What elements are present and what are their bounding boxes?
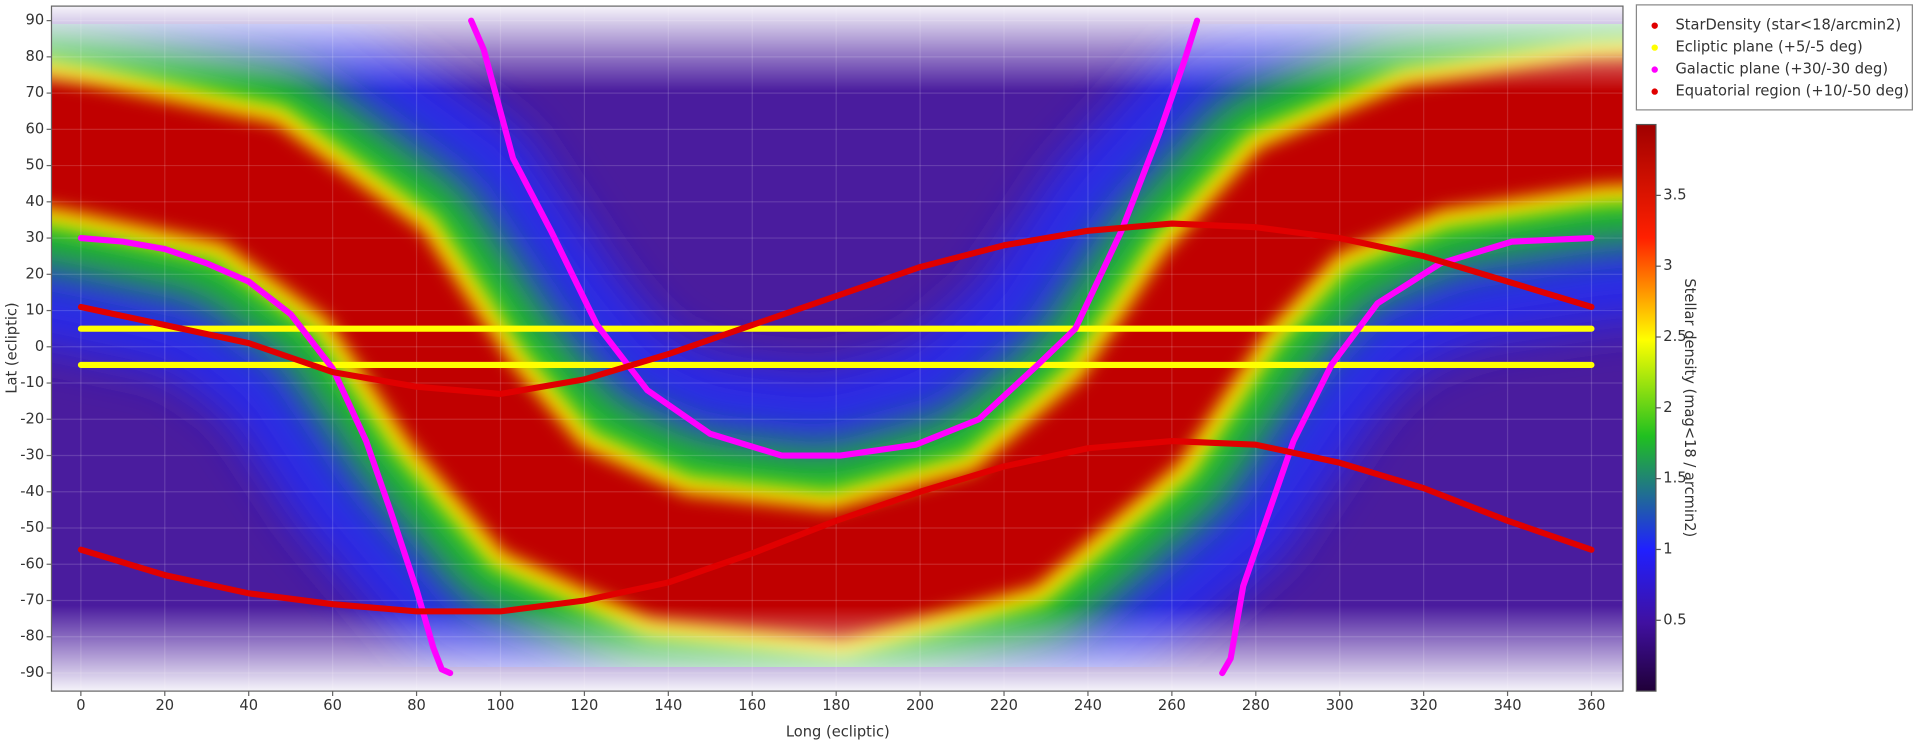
y-tick-label: -60	[20, 555, 44, 572]
legend-label: Ecliptic plane (+5/-5 deg)	[1675, 39, 1862, 56]
legend-marker	[1651, 22, 1658, 29]
x-tick-label: 80	[407, 697, 426, 714]
y-tick-label: 10	[26, 302, 45, 319]
colorbar-tick-label: 1.5	[1663, 470, 1686, 487]
y-tick-label: 90	[26, 12, 45, 29]
y-tick-label: 40	[26, 193, 45, 210]
legend-marker	[1651, 66, 1658, 73]
legend: StarDensity (star<18/arcmin2) Ecliptic pl…	[1651, 17, 1909, 100]
x-tick-label: 120	[570, 697, 598, 714]
y-tick-label: -20	[20, 410, 44, 427]
density-map	[51, 6, 1623, 692]
legend-label: Galactic plane (+30/-30 deg)	[1675, 61, 1888, 78]
x-axis-label: Long (ecliptic)	[786, 724, 890, 741]
grid	[51, 6, 1623, 692]
x-tick-label: 280	[1242, 697, 1270, 714]
y-tick-label: 0	[35, 338, 44, 355]
plot-frame	[50, 5, 1624, 692]
x-tick-label: 180	[822, 697, 850, 714]
x-tick-label: 60	[323, 697, 342, 714]
series-line	[77, 220, 1595, 615]
colorbar-tick-label: 2.5	[1663, 328, 1686, 345]
legend-marker	[1651, 88, 1658, 95]
x-tick-label: 220	[990, 697, 1018, 714]
x-tick-label: 100	[487, 697, 515, 714]
x-tick-label: 360	[1578, 697, 1606, 714]
x-tick-label: 0	[76, 697, 85, 714]
y-axis-label: Lat (ecliptic)	[3, 302, 20, 393]
x-tick-label: 300	[1326, 697, 1354, 714]
y-tick-label: 80	[26, 48, 45, 65]
y-tick-label: -80	[20, 628, 44, 645]
x-tick-label: 260	[1158, 697, 1186, 714]
colorbar-tick-label: 3.5	[1663, 186, 1686, 203]
legend-marker	[1651, 44, 1658, 51]
colorbar-ticks: 0.5 1 1.5 2 2.5 3 3.5	[1655, 186, 1687, 628]
x-tick-label: 20	[155, 697, 174, 714]
x-tick-label: 40	[239, 697, 258, 714]
y-tick-label: 30	[26, 229, 45, 246]
x-tick-label: 160	[738, 697, 766, 714]
x-tick-label: 340	[1494, 697, 1522, 714]
y-tick-label: -70	[20, 591, 44, 608]
legend-label: Equatorial region (+10/-50 deg)	[1675, 83, 1909, 100]
legend-label: StarDensity (star<18/arcmin2)	[1675, 17, 1901, 34]
colorbar-label: Stellar density (mag<18 / arcmin2)	[1681, 278, 1698, 537]
y-tick-label: 60	[26, 120, 45, 137]
colorbar-tick-label: 2	[1663, 399, 1672, 416]
x-tick-label: 320	[1410, 697, 1438, 714]
colorbar	[1635, 123, 1657, 692]
y-tick-label: -40	[20, 483, 44, 500]
y-tick-label: -90	[20, 664, 44, 681]
colorbar-tick-label: 1	[1663, 540, 1672, 557]
y-tick-label: 50	[26, 157, 45, 174]
y-tick-label: 20	[26, 265, 45, 282]
x-tick-label: 140	[654, 697, 682, 714]
series-line	[77, 17, 1595, 677]
colorbar-tick-label: 3	[1663, 257, 1672, 274]
axes: 0 20 40 60 80 100 120 140 160 180 200 220 240 260 280 3…	[20, 12, 1605, 714]
y-tick-label: 70	[26, 84, 45, 101]
colorbar-tick-label: 0.5	[1663, 611, 1686, 628]
y-tick-label: -30	[20, 447, 44, 464]
lines	[77, 17, 1595, 677]
y-tick-label: -10	[20, 374, 44, 391]
x-tick-label: 240	[1074, 697, 1102, 714]
y-tick-label: -50	[20, 519, 44, 536]
legend-box	[1635, 4, 1913, 111]
x-tick-label: 200	[906, 697, 934, 714]
